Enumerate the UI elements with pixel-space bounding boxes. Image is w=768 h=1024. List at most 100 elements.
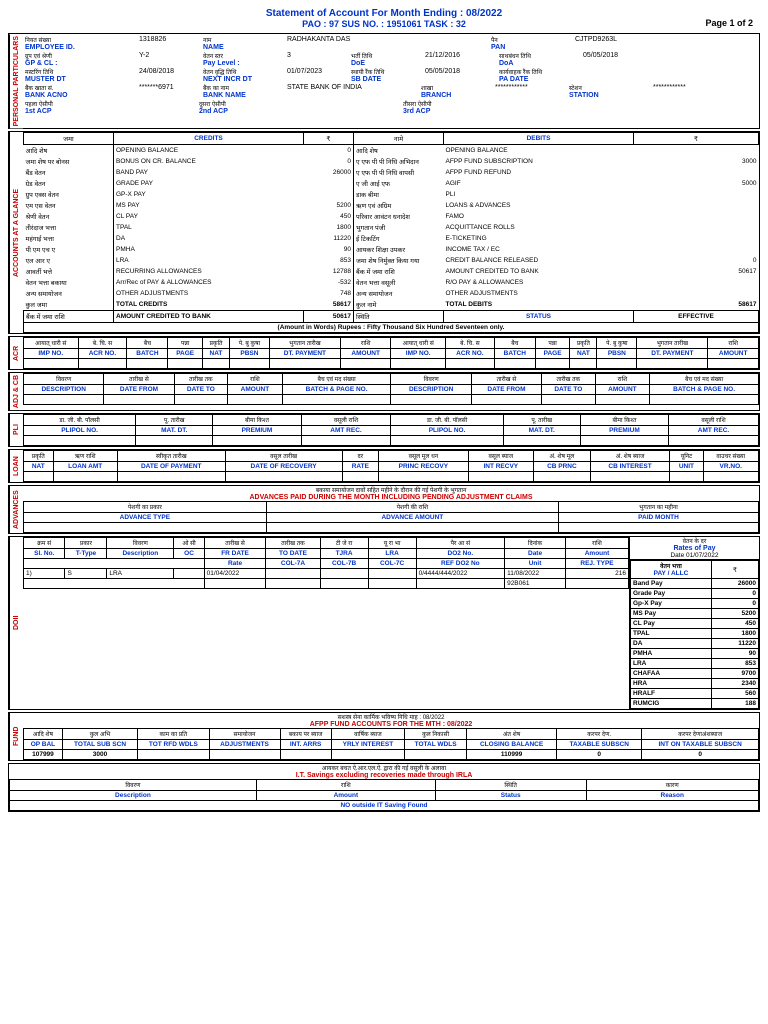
r: ₹ bbox=[304, 133, 354, 145]
l: DoE bbox=[351, 60, 421, 67]
subtitle: PAO : 97 SUS NO. : 1951061 TASK : 32 bbox=[8, 19, 760, 29]
fund-label: FUND bbox=[9, 713, 23, 760]
personal-section: PERSONAL PARTICULARS नियत संख्याEMPLOYEE… bbox=[8, 33, 760, 129]
accounts-table: जमा CREDITS ₹ नामे DEBITS ₹ आदि शेषOPENI… bbox=[23, 132, 759, 310]
l: SB DATE bbox=[351, 76, 421, 83]
l: 3rd ACP bbox=[403, 108, 432, 115]
h: स्थायी रैंक तिथि bbox=[351, 68, 421, 76]
l: NAME bbox=[203, 44, 283, 51]
h: पहला ऐसीपी bbox=[25, 100, 195, 108]
l: PA DATE bbox=[499, 76, 579, 83]
h: बैंक में जमा राशि bbox=[24, 311, 114, 323]
h: नियत संख्या bbox=[25, 36, 135, 44]
l: BRANCH bbox=[421, 92, 491, 99]
pli-label: PLI bbox=[9, 414, 23, 446]
v: RADHAKANTA DAS bbox=[287, 36, 487, 43]
h: जमा bbox=[24, 133, 114, 145]
l: PAY / ALLC bbox=[654, 570, 689, 577]
v: STATE BANK OF INDIA bbox=[287, 84, 417, 91]
l: STATUS bbox=[444, 311, 634, 323]
adj-label: ADJ & CB bbox=[9, 373, 23, 410]
h: मस्टरिंग तिथि bbox=[25, 68, 135, 76]
h: वेतन वृद्धि तिथि bbox=[203, 68, 283, 76]
l: MUSTER DT bbox=[25, 76, 135, 83]
advances-section: ADVANCES बकाया समायोजन दावों सहित महीने … bbox=[8, 485, 760, 534]
h: स्टेशन bbox=[569, 84, 649, 92]
l: Rates of Pay bbox=[630, 545, 759, 552]
l: DoA bbox=[499, 60, 579, 67]
title: Statement of Account For Month Ending : … bbox=[8, 8, 760, 19]
l: I.T. Savings excluding recoveries made t… bbox=[9, 772, 759, 779]
l: PAN bbox=[491, 44, 571, 51]
personal-label: PERSONAL PARTICULARS bbox=[9, 34, 23, 128]
h: नाम bbox=[203, 36, 283, 44]
pli-table: डा. जी. बी. पॉलसीपू. तारीखबीमा किश्तवसूल… bbox=[23, 414, 759, 446]
l: BANK NAME bbox=[203, 92, 283, 99]
advances-label: ADVANCES bbox=[9, 486, 23, 533]
v: 3 bbox=[287, 52, 347, 59]
adj-section: ADJ & CB विवरणतारीख सेतारीख तकराशिबैच एव… bbox=[8, 372, 760, 411]
l: ADVANCES PAID DURING THE MONTH INCLUDING… bbox=[23, 494, 759, 501]
h: बैंक खाता सं. bbox=[25, 84, 135, 92]
h: सशस्त्र सेना कार्मिक भविष्य निधि माह : 0… bbox=[23, 713, 759, 721]
adj-table: विवरणतारीख सेतारीख तकराशिबैच एवं मद संख्… bbox=[23, 373, 759, 405]
acr-section: ACR आयात्‌ धारी संबे. चि. सबैचपन्नाप्रकृ… bbox=[8, 336, 760, 370]
h: ग्रुप एवं श्रेणी bbox=[25, 52, 135, 60]
h: साथबंधन तिथि bbox=[499, 52, 579, 60]
accounts-label: ACCOUNTS AT A GLANCE bbox=[9, 132, 23, 333]
l: GP & CL : bbox=[25, 60, 135, 67]
credited-table: बैंक में जमा राशि AMOUNT CREDITED TO BAN… bbox=[23, 310, 759, 333]
h: बैंक का नाम bbox=[203, 84, 283, 92]
h: स्थिति bbox=[354, 311, 444, 323]
v: 05/05/2018 bbox=[425, 68, 495, 75]
l: AFPP FUND ACCOUNTS FOR THE MTH : 08/2022 bbox=[23, 721, 759, 728]
h: वेतन स्तर bbox=[203, 52, 283, 60]
l: Pay Level : bbox=[203, 60, 283, 67]
fund-section: FUND सशस्त्र सेना कार्मिक भविष्य निधि मा… bbox=[8, 712, 760, 761]
l: 2nd ACP bbox=[199, 108, 399, 115]
it-section: आयकर बचत ऐ.आर.एल.ऐ. द्वारा की गई वसूली क… bbox=[8, 763, 760, 812]
rates-table: वेतन भत्ताPAY / ALLC₹ Band Pay26000Grade… bbox=[630, 560, 759, 709]
v: 1318826 bbox=[139, 36, 199, 43]
h: वेतन के दर bbox=[630, 537, 759, 545]
loan-section: LOAN प्रकृतिऋण राशिस्वीकृत तारीखवसूल तार… bbox=[8, 449, 760, 483]
l: EMPLOYEE ID. bbox=[25, 44, 135, 51]
v: *******6971 bbox=[139, 84, 199, 91]
h: नामे bbox=[354, 133, 444, 145]
v: 24/08/2018 bbox=[139, 68, 199, 75]
r: ₹ bbox=[634, 133, 759, 145]
acr-table: आयात्‌ धारी संबे. चि. सबैचपन्नाप्रकृतिपे… bbox=[23, 337, 759, 369]
words: (Amount in Words) Rupees : Fifty Thousan… bbox=[24, 323, 759, 333]
it-table: विवरणराशिस्थितिकारणDescriptionAmountStat… bbox=[9, 779, 759, 811]
acr-label: ACR bbox=[9, 337, 23, 369]
v: CJTPD9263L bbox=[575, 36, 617, 43]
do2-section: DOII क्रम संप्रकारविवरणओ सीतारीख सेतारीख… bbox=[8, 536, 760, 710]
l: AMOUNT CREDITED TO BANK bbox=[114, 311, 304, 323]
v: 01/07/2023 bbox=[287, 68, 347, 75]
l: DEBITS bbox=[444, 133, 634, 145]
h: शाखा bbox=[421, 84, 491, 92]
do2-table: क्रम संप्रकारविवरणओ सीतारीख सेतारीख तकटी… bbox=[23, 537, 629, 589]
h: तीसरा ऐसीपी bbox=[403, 100, 432, 108]
loan-table: प्रकृतिऋण राशिस्वीकृत तारीखवसूल तारीखदरव… bbox=[23, 450, 759, 482]
l: BANK ACNO bbox=[25, 92, 135, 99]
loan-label: LOAN bbox=[9, 450, 23, 482]
h: पैन bbox=[491, 36, 571, 44]
l: 1st ACP bbox=[25, 108, 195, 115]
d: Date 01/07/2022 bbox=[630, 552, 759, 560]
pli-section: PLI डा. जी. बी. पॉलसीपू. तारीखबीमा किश्त… bbox=[8, 413, 760, 447]
v: 05/05/2018 bbox=[583, 52, 618, 59]
h: बकाया समायोजन दावों सहित महीने के दौरान … bbox=[23, 486, 759, 494]
v: 21/12/2016 bbox=[425, 52, 495, 59]
l: STATION bbox=[569, 92, 649, 99]
h: कार्यवाहक रैंक तिथि bbox=[499, 68, 579, 76]
l: NEXT INCR DT bbox=[203, 76, 283, 83]
fund-table: आदि शेषकुल अभिकाम का प्रतिसमायोजनबकाय पर… bbox=[23, 728, 759, 760]
accounts-section: ACCOUNTS AT A GLANCE जमा CREDITS ₹ नामे … bbox=[8, 131, 760, 334]
h: दूसरा ऐसीपी bbox=[199, 100, 399, 108]
v: 50617 bbox=[304, 311, 354, 323]
v: ************ bbox=[495, 84, 565, 91]
v: ************ bbox=[653, 84, 686, 91]
h: भर्ती तिथि bbox=[351, 52, 421, 60]
r: ₹ bbox=[711, 561, 758, 579]
